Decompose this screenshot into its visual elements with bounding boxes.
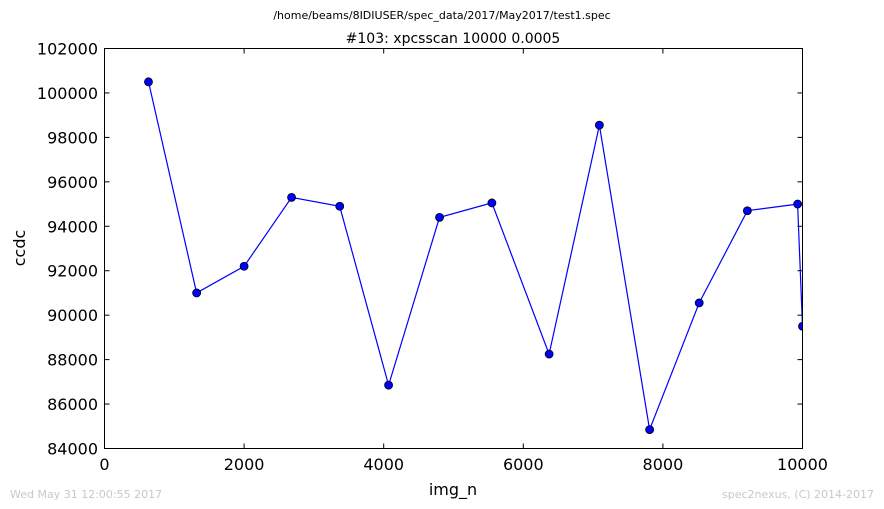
chart-title: #103: xpcsscan 10000 0.0005 [346, 31, 561, 47]
x-tick-label: 4000 [363, 455, 404, 474]
data-point [384, 380, 393, 390]
data-point [793, 199, 803, 209]
x-tick-label: 8000 [643, 455, 684, 474]
data-point [645, 425, 655, 435]
y-tick-label: 100000 [37, 84, 98, 103]
data-point [487, 198, 497, 208]
data-point [335, 201, 345, 211]
data-point [742, 206, 752, 216]
y-tick-label: 96000 [47, 173, 98, 192]
x-tick-label: 10000 [777, 455, 828, 474]
footer-timestamp: Wed May 31 12:00:55 2017 [10, 488, 162, 501]
y-tick-label: 90000 [47, 306, 98, 325]
data-point [594, 120, 604, 130]
plot-frame [104, 48, 803, 449]
data-point [435, 212, 444, 222]
y-axis: 84000 86000 88000 90000 92000 94000 96000 98000… [37, 40, 803, 459]
y-tick-label: 84000 [47, 440, 98, 459]
series-layer [144, 77, 803, 435]
x-axis-label: img_n [429, 480, 477, 500]
footer-credit: spec2nexus, (C) 2014-2017 [722, 488, 874, 501]
plot-area [104, 48, 803, 449]
x-axis: 0 2000 4000 6000 8000 10000 [99, 48, 828, 474]
data-point [239, 261, 249, 271]
y-tick-label: 98000 [47, 128, 98, 147]
y-tick-label: 102000 [37, 40, 98, 59]
y-tick-label: 86000 [47, 395, 98, 414]
x-tick-label: 2000 [224, 455, 265, 474]
chart-suptitle: /home/beams/8IDIUSER/spec_data/2017/May2… [273, 9, 610, 22]
data-point [694, 298, 704, 308]
x-tick-label: 6000 [503, 455, 544, 474]
y-tick-label: 92000 [47, 262, 98, 281]
y-tick-label: 94000 [47, 217, 98, 236]
y-axis-label: ccdc [10, 230, 29, 267]
data-point [544, 349, 554, 359]
data-point [287, 192, 296, 202]
y-tick-label: 88000 [47, 351, 98, 370]
x-tick-label: 0 [99, 455, 109, 474]
series-line [147, 81, 803, 432]
data-point [192, 288, 202, 298]
data-point [144, 77, 153, 87]
